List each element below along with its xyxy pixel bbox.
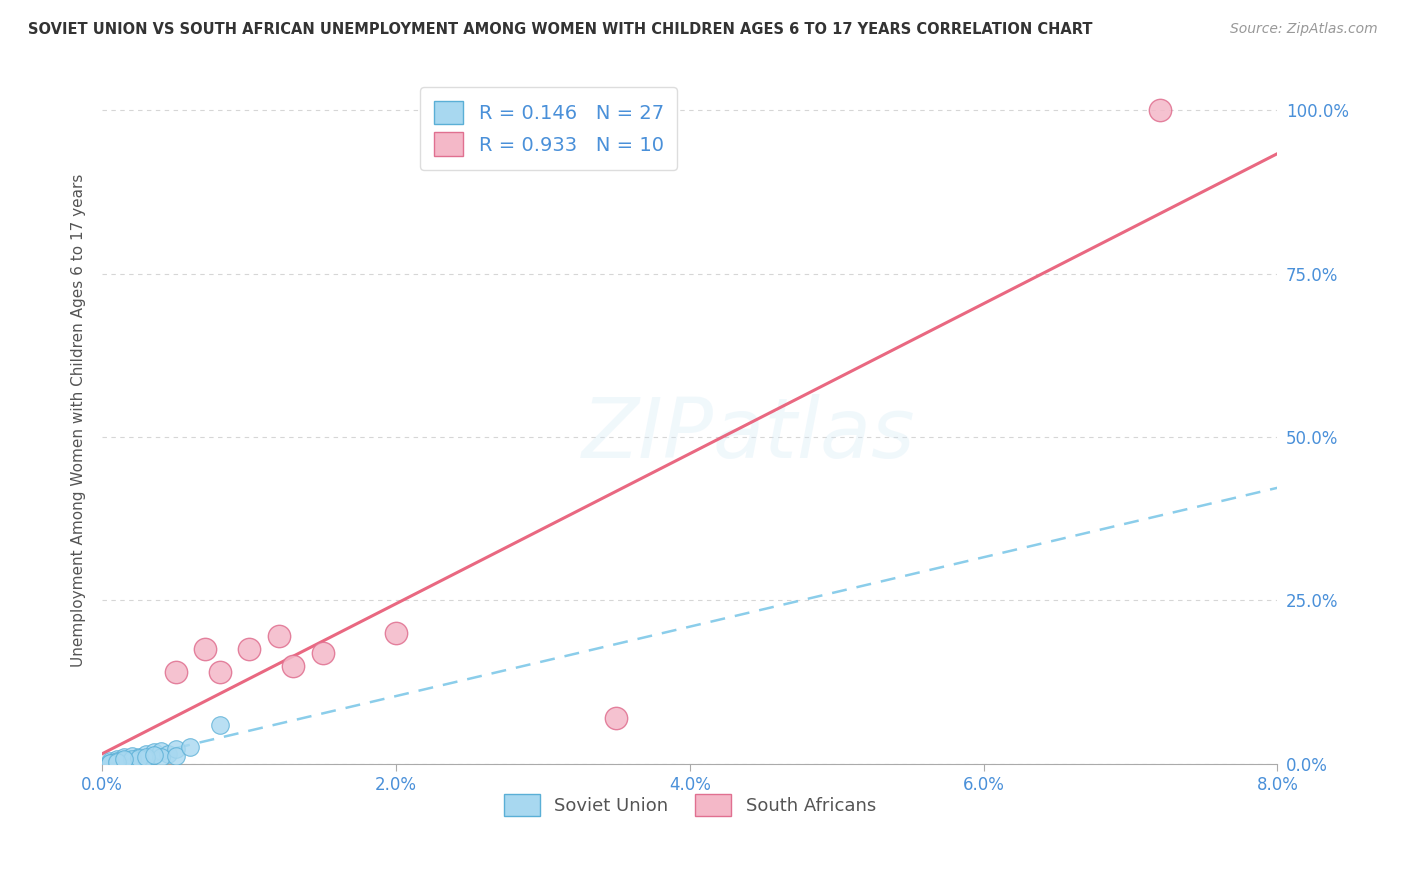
Point <box>165 742 187 756</box>
Point <box>128 751 150 765</box>
Point <box>179 740 201 755</box>
Point <box>208 717 231 731</box>
Point <box>142 748 165 763</box>
Point <box>98 756 121 770</box>
Point <box>311 646 333 660</box>
Point <box>157 747 180 761</box>
Point <box>208 665 231 680</box>
Legend: Soviet Union, South Africans: Soviet Union, South Africans <box>496 787 883 823</box>
Point <box>121 754 143 768</box>
Y-axis label: Unemployment Among Women with Children Ages 6 to 17 years: Unemployment Among Women with Children A… <box>72 174 86 667</box>
Text: SOVIET UNION VS SOUTH AFRICAN UNEMPLOYMENT AMONG WOMEN WITH CHILDREN AGES 6 TO 1: SOVIET UNION VS SOUTH AFRICAN UNEMPLOYME… <box>28 22 1092 37</box>
Point <box>135 747 157 761</box>
Point <box>98 756 121 771</box>
Point <box>135 751 157 765</box>
Point <box>105 754 128 768</box>
Point <box>165 665 187 680</box>
Point <box>128 750 150 764</box>
Point <box>121 752 143 766</box>
Point <box>105 751 128 765</box>
Point <box>105 755 128 769</box>
Point <box>142 745 165 759</box>
Point <box>105 755 128 769</box>
Point <box>165 749 187 764</box>
Point <box>98 754 121 768</box>
Point <box>112 750 135 764</box>
Point <box>112 752 135 766</box>
Text: Source: ZipAtlas.com: Source: ZipAtlas.com <box>1230 22 1378 37</box>
Point <box>112 753 135 767</box>
Point <box>149 744 172 758</box>
Point <box>238 642 260 657</box>
Point <box>135 749 157 764</box>
Point <box>1149 103 1171 117</box>
Point <box>385 626 408 640</box>
Point <box>283 658 305 673</box>
Point <box>267 629 290 643</box>
Point <box>194 642 217 657</box>
Text: ZIPatlas: ZIPatlas <box>582 394 915 475</box>
Point <box>149 750 172 764</box>
Point <box>121 749 143 764</box>
Point <box>605 711 627 725</box>
